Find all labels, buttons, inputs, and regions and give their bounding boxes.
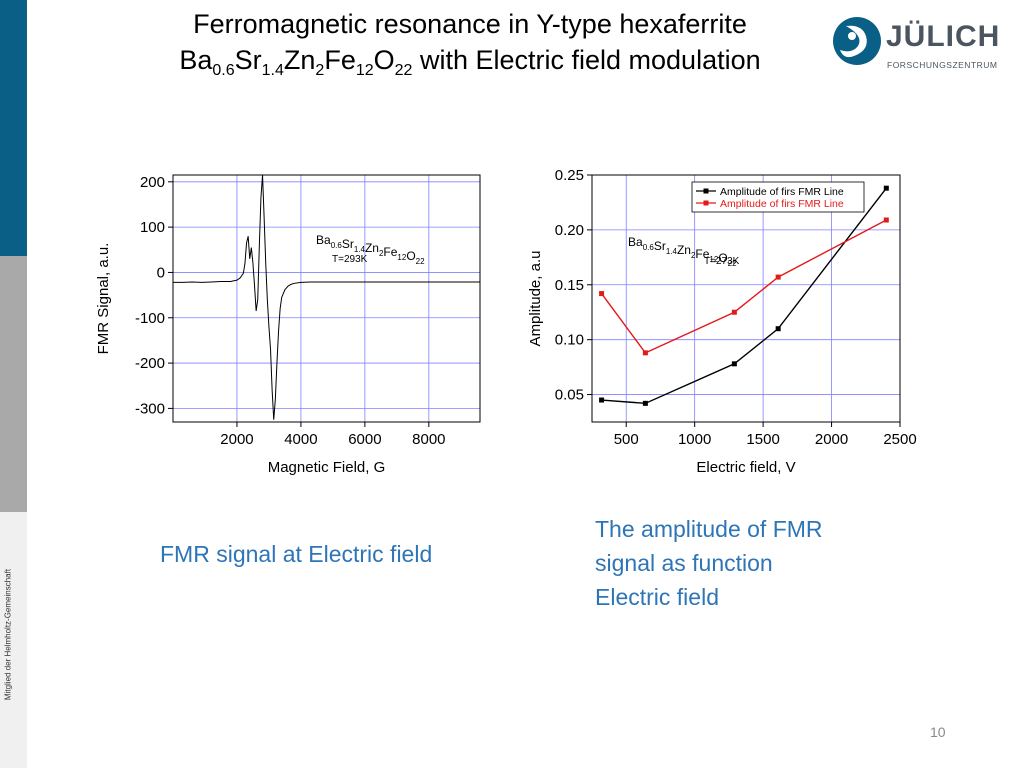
logo-subtitle: FORSCHUNGSZENTRUM bbox=[887, 60, 998, 70]
title-suffix: with Electric field modulation bbox=[419, 45, 761, 75]
formula-subscript: 1.4 bbox=[261, 62, 284, 79]
caption-right: The amplitude of FMR signal as function … bbox=[595, 512, 823, 614]
amplitude-chart: 500 1000 1500 2000 2500 0.05 0.10 0.15 0.20 0.25 E… bbox=[527, 167, 917, 476]
y-tick-label: 0 bbox=[157, 264, 165, 281]
formula-element: Sr bbox=[234, 45, 262, 75]
series-line bbox=[173, 174, 480, 420]
x-tick-label: 2500 bbox=[883, 431, 916, 448]
chart-temperature-annotation: T=293K bbox=[332, 254, 368, 265]
y-axis-label: Amplitude, a.u bbox=[527, 251, 544, 347]
caption-right-line-1: The amplitude of FMR bbox=[595, 516, 823, 542]
legend-marker bbox=[703, 200, 709, 206]
formula-element: Fe bbox=[324, 45, 356, 75]
chart-formula-annotation: Ba0.6Sr1.4Zn2Fe12O22 bbox=[628, 235, 737, 268]
formula-subscript: 22 bbox=[394, 62, 413, 79]
title-line-1: Ferromagnetic resonance in Y-type hexafe… bbox=[193, 9, 747, 39]
x-axis-label: Magnetic Field, G bbox=[268, 459, 386, 476]
y-tick-label: 0.25 bbox=[555, 167, 584, 184]
x-tick-label: 2000 bbox=[220, 431, 253, 448]
julich-logo-icon bbox=[833, 17, 881, 65]
side-bar-light-segment bbox=[0, 512, 27, 768]
legend-label: Amplitude of firs FMR Line bbox=[720, 198, 844, 210]
formula-element: O bbox=[373, 45, 395, 75]
page-number: 10 bbox=[930, 724, 946, 740]
plot-frame bbox=[591, 174, 901, 423]
data-point bbox=[642, 350, 648, 356]
data-point bbox=[599, 397, 605, 403]
legend-marker bbox=[703, 188, 709, 194]
formula-subscript: 0.6 bbox=[212, 62, 235, 79]
y-tick-label: -200 bbox=[135, 355, 165, 372]
caption-right-line-3: Electric field bbox=[595, 584, 719, 610]
side-text: Mitglied der Helmholtz-Gemeinschaft bbox=[3, 568, 13, 701]
y-tick-label: 0.05 bbox=[555, 387, 584, 404]
formula-subscript: 2 bbox=[315, 62, 325, 79]
chart-formula-annotation: Ba0.6Sr1.4Zn2Fe12O22 bbox=[316, 233, 425, 266]
side-bar-blue-segment bbox=[0, 0, 27, 256]
x-tick-label: 500 bbox=[614, 431, 639, 448]
data-point bbox=[642, 400, 648, 406]
data-point bbox=[731, 361, 737, 367]
y-tick-label: 200 bbox=[140, 174, 165, 191]
y-tick-label: 0.15 bbox=[555, 277, 584, 294]
data-point bbox=[883, 217, 889, 223]
x-axis-label: Electric field, V bbox=[696, 459, 795, 476]
data-point bbox=[883, 185, 889, 191]
series-line bbox=[601, 187, 887, 405]
title-formula: Ba0.6Sr1.4Zn2Fe12O22 bbox=[179, 45, 412, 79]
y-tick-label: -300 bbox=[135, 400, 165, 417]
caption-right-line-2: signal as function bbox=[595, 550, 773, 576]
data-point bbox=[775, 326, 781, 332]
data-point bbox=[775, 274, 781, 280]
data-point bbox=[731, 309, 737, 315]
logo-name: JÜLICH bbox=[886, 20, 1001, 53]
formula-element: Ba bbox=[179, 45, 213, 75]
legend-label: Amplitude of firs FMR Line bbox=[720, 186, 844, 198]
formula-element: Zn bbox=[283, 45, 316, 75]
x-tick-label: 4000 bbox=[284, 431, 317, 448]
x-tick-label: 8000 bbox=[412, 431, 445, 448]
x-tick-label: 2000 bbox=[815, 431, 848, 448]
title-line-2: Ba0.6Sr1.4Zn2Fe12O22 with Electric field… bbox=[70, 42, 870, 79]
y-axis-label: FMR Signal, a.u. bbox=[95, 243, 112, 355]
side-bar-gray-segment bbox=[0, 256, 27, 512]
fmr-signal-chart: 2000 4000 6000 8000 200 100 0 -100 -200 -300 Magne… bbox=[95, 174, 481, 476]
side-bar bbox=[0, 0, 27, 768]
x-tick-label: 1000 bbox=[678, 431, 711, 448]
y-tick-label: -100 bbox=[135, 310, 165, 327]
chart-temperature-annotation: T=273K bbox=[704, 256, 740, 267]
y-tick-label: 0.20 bbox=[555, 222, 584, 239]
data-point bbox=[599, 291, 605, 297]
caption-left: FMR signal at Electric field bbox=[160, 541, 433, 567]
formula-subscript: 12 bbox=[355, 62, 374, 79]
julich-logo: JÜLICH FORSCHUNGSZENTRUM bbox=[832, 14, 1012, 74]
x-tick-label: 1500 bbox=[746, 431, 779, 448]
slide-title: Ferromagnetic resonance in Y-type hexafe… bbox=[70, 6, 870, 79]
y-tick-label: 0.10 bbox=[555, 332, 584, 349]
legend-box bbox=[691, 181, 865, 213]
x-tick-label: 6000 bbox=[348, 431, 381, 448]
y-tick-label: 100 bbox=[140, 219, 165, 236]
series-line bbox=[601, 219, 887, 354]
plot-frame bbox=[172, 174, 481, 423]
